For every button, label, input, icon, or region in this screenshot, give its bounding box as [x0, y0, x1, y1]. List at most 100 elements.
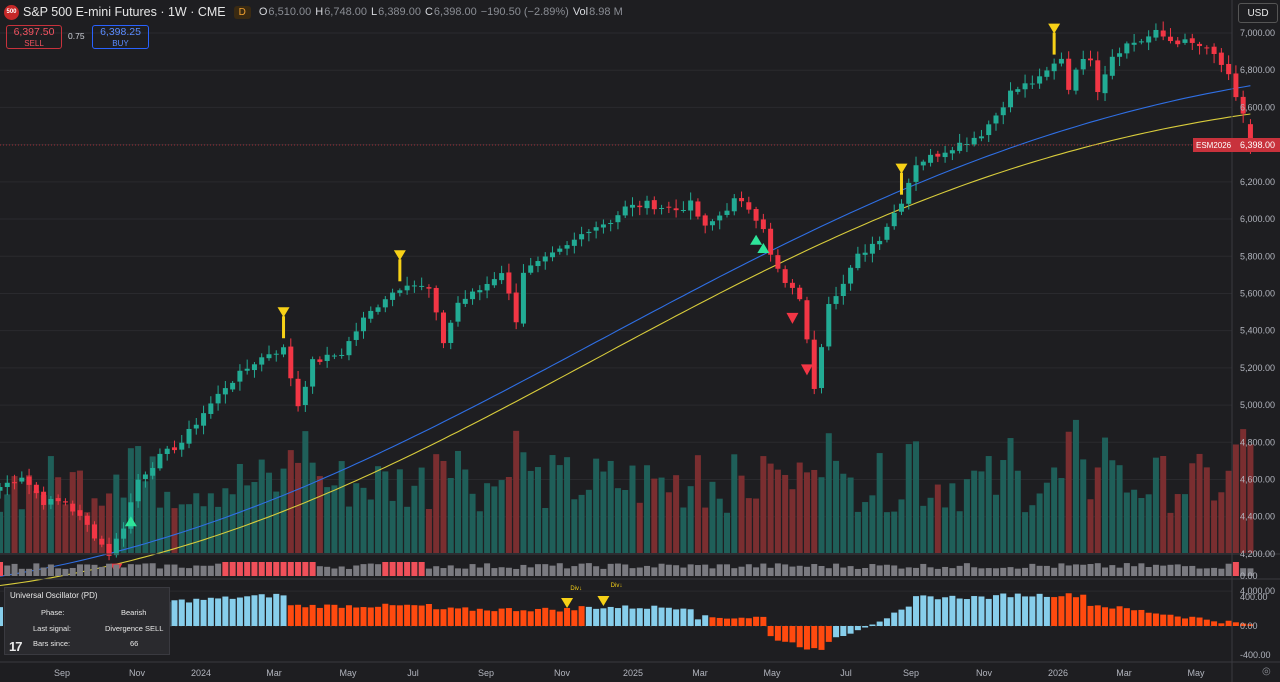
delta-bar [702, 564, 709, 576]
osc-bar [1138, 609, 1145, 626]
symbol-header[interactable]: 500 S&P 500 E-mini Futures · 1W · CME D … [4, 2, 627, 22]
candle-body [491, 279, 497, 286]
osc-bar [927, 596, 934, 626]
osc-bar [244, 596, 251, 626]
volume-readout: Vol8.98 M [573, 6, 623, 18]
candle-body [4, 482, 10, 488]
delta-bar [978, 568, 985, 576]
delta-bar [862, 567, 869, 576]
symbol-title[interactable]: S&P 500 E-mini Futures · 1W · CME [23, 5, 226, 19]
delta-bar [556, 563, 563, 576]
bars-since-value: 66 [130, 639, 139, 648]
osc-bar [542, 607, 549, 626]
vol-label: Vol [572, 6, 589, 18]
delta-bar [135, 564, 142, 576]
sell-button[interactable]: 6,397.50 SELL [6, 25, 62, 49]
candle-body [753, 209, 759, 221]
delta-bar [942, 566, 949, 576]
currency-select[interactable]: USD [1238, 3, 1278, 23]
candle-body [477, 290, 483, 293]
volume-bar [455, 450, 462, 553]
delta-bar [1116, 567, 1123, 576]
volume-bar [106, 493, 113, 553]
delta-bar [338, 566, 345, 576]
osc-bar [600, 608, 607, 626]
osc-bar [534, 608, 541, 626]
volume-bar [1167, 512, 1174, 553]
osc-bar [920, 595, 927, 626]
osc-bar [200, 599, 207, 626]
delta-bar [782, 564, 789, 576]
volume-bar [491, 486, 498, 553]
osc-bar [1225, 620, 1232, 626]
candle-body [622, 206, 628, 216]
delta-bar [1109, 565, 1116, 576]
volume-bar [934, 484, 941, 553]
osc-bar [898, 609, 905, 626]
osc-bar [1123, 608, 1130, 626]
osc-bar [1232, 622, 1239, 626]
buy-price: 6,398.25 [100, 26, 141, 38]
delta-bar [447, 565, 454, 576]
volume-bar [1102, 437, 1109, 553]
candle-body [448, 322, 454, 343]
osc-bar [963, 599, 970, 626]
osc-bar [803, 626, 810, 650]
ohlc-close: C6,398.00 [425, 6, 477, 18]
delta-bar [949, 568, 956, 576]
candle-body [819, 347, 825, 389]
candle-body [12, 482, 18, 484]
divergence-marker [1048, 23, 1061, 34]
osc-bar [193, 598, 200, 626]
volume-bar [382, 471, 389, 553]
buy-button[interactable]: 6,398.25 BUY [92, 25, 149, 49]
tradingview-logo[interactable]: 17 [9, 639, 23, 654]
osc-bar [622, 605, 629, 626]
delta-bar [215, 563, 222, 576]
volume-bar [1051, 467, 1058, 553]
candle-body [157, 453, 163, 469]
settings-icon[interactable]: ◎ [1262, 666, 1271, 677]
delta-bar [1087, 564, 1094, 576]
osc-bar [789, 626, 796, 643]
delta-bar [753, 567, 760, 576]
candle-body [746, 202, 752, 210]
candle-body [1146, 36, 1152, 43]
candle-body [1218, 52, 1224, 65]
volume-bar [513, 430, 520, 553]
volume-bar [200, 506, 207, 553]
candle-body [179, 442, 185, 450]
volume-bar [745, 498, 752, 553]
osc-bar [1109, 608, 1116, 626]
volume-bar [26, 475, 33, 553]
delta-bar [26, 568, 33, 576]
bars-since-label: Bars since: [33, 639, 71, 648]
volume-bar [178, 504, 185, 553]
delta-bar [840, 567, 847, 576]
delta-bar [724, 564, 730, 576]
volume-bar [542, 507, 549, 553]
candle-body [150, 467, 156, 476]
time-tick-label: Mar [266, 668, 282, 678]
delta-bar [920, 563, 927, 576]
price-tick-label: 6,000.00 [1240, 214, 1275, 224]
volume-bar [694, 455, 701, 553]
volume-bar [520, 452, 527, 553]
candle-body [26, 476, 32, 485]
volume-bar [753, 498, 760, 553]
candle-body [768, 228, 774, 255]
candle-body [1247, 124, 1253, 145]
volume-bar [1109, 460, 1116, 553]
volume-bar [796, 462, 803, 553]
candle-body [920, 161, 926, 166]
volume-bar [396, 469, 403, 553]
volume-bar [309, 462, 316, 553]
candle-body [644, 200, 650, 209]
candle-body [77, 510, 83, 516]
delayed-badge[interactable]: D [233, 5, 251, 19]
osc-bar [302, 607, 309, 626]
candle-body [193, 424, 199, 429]
price-tick-label: 5,800.00 [1240, 251, 1275, 261]
candle-body [579, 234, 585, 240]
